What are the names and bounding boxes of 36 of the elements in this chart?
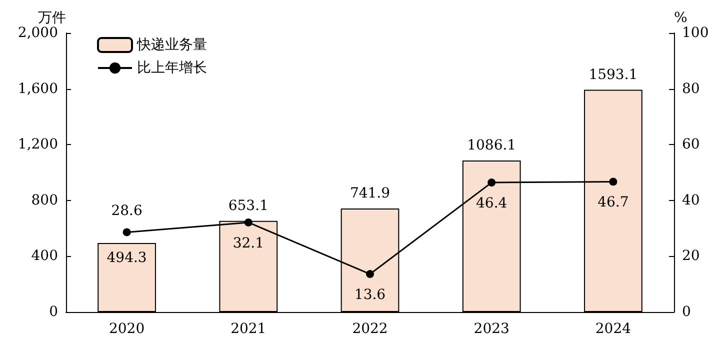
y2-tick-label: 20 (682, 248, 700, 264)
y-tick-label: 1,600 (18, 80, 58, 97)
data-label: 32.1 (232, 235, 264, 252)
y-tick-label: 400 (31, 248, 58, 264)
x-tick-label: 2024 (595, 321, 632, 337)
x-tick-label: 2020 (108, 321, 145, 337)
y-tick-label: 800 (31, 192, 58, 208)
x-tick-label: 2023 (474, 321, 510, 337)
data-label: 494.3 (106, 250, 147, 266)
y-tick-label: 0 (49, 304, 58, 320)
data-label: 653.1 (228, 198, 268, 214)
y2-tick-label: 100 (682, 25, 709, 41)
point (122, 228, 131, 236)
data-label: 28.6 (111, 203, 142, 220)
y2-axis-title: % (674, 10, 688, 26)
y2-tick-label: 80 (682, 80, 700, 97)
data-label: 13.6 (354, 287, 386, 304)
point (366, 270, 374, 278)
x-tick-label: 2021 (230, 321, 266, 337)
y2-tick-label: 0 (682, 304, 691, 320)
data-label: 46.7 (598, 194, 629, 211)
data-label: 741.9 (350, 186, 390, 202)
y-tick-label: 1,200 (18, 136, 58, 153)
point (609, 178, 618, 186)
y-axis-title: 万件 (38, 10, 66, 26)
data-label: 1593.1 (588, 66, 638, 83)
y-tick-label: 2,000 (18, 25, 58, 41)
y2-tick-label: 40 (682, 192, 700, 208)
legend-label: 快递业务量 (136, 37, 207, 53)
data-label: 46.4 (476, 196, 508, 212)
point (488, 178, 496, 187)
point (244, 218, 252, 226)
data-label: 1086.1 (467, 137, 516, 154)
y2-tick-label: 60 (682, 136, 700, 153)
x-tick-label: 2022 (352, 321, 388, 337)
legend-label: 比上年增长 (137, 60, 207, 76)
